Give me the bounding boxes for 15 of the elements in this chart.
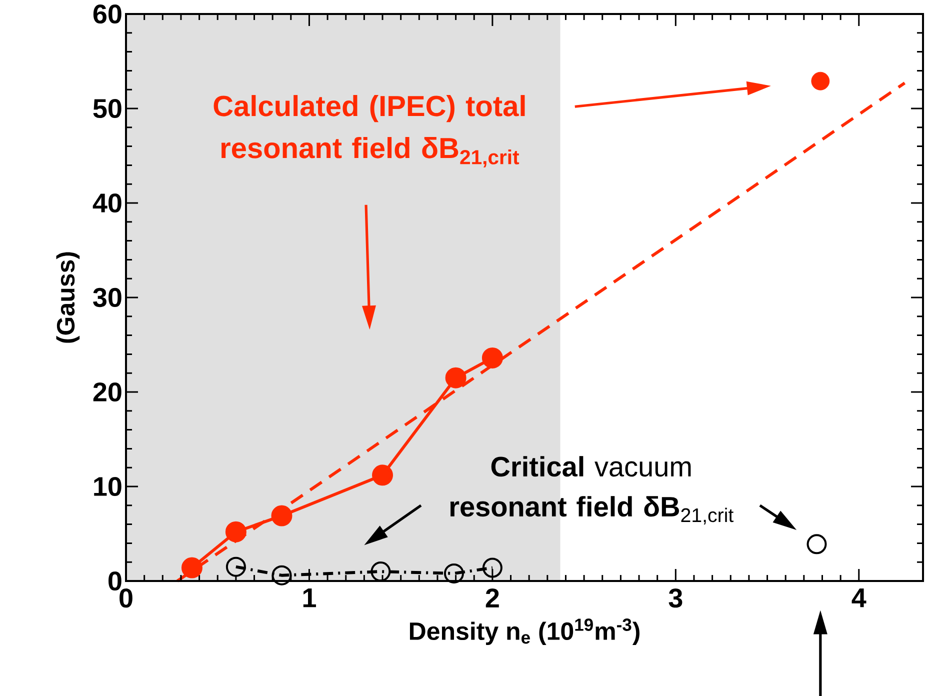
x-axis-title: Density n$_{e}$ (10$^{19}$m$^{-3}$): [410, 618, 640, 645]
y-tick-label: 30: [93, 288, 122, 308]
x-tick-label: 3: [668, 588, 682, 608]
x-tick-label: 2: [486, 588, 499, 608]
y-tick-label: 0: [108, 571, 122, 591]
y-tick-label: 50: [93, 98, 122, 118]
y-tick-label: 40: [92, 193, 122, 213]
y-tick-label: 20: [93, 382, 122, 402]
y-tick-label: 10: [94, 476, 122, 496]
y-tick-label: 60: [93, 4, 122, 24]
x-tick-label: 4: [852, 588, 866, 608]
annotation: Critical vacuum resonant field δB$_{21,crit}$: [450, 456, 734, 524]
annotation: Calculated (IPEC) total resonant field δB$_{21,crit}$: [214, 95, 525, 168]
x-tick-label: 1: [303, 588, 316, 608]
y-axis-title: (Gauss): [56, 252, 80, 343]
